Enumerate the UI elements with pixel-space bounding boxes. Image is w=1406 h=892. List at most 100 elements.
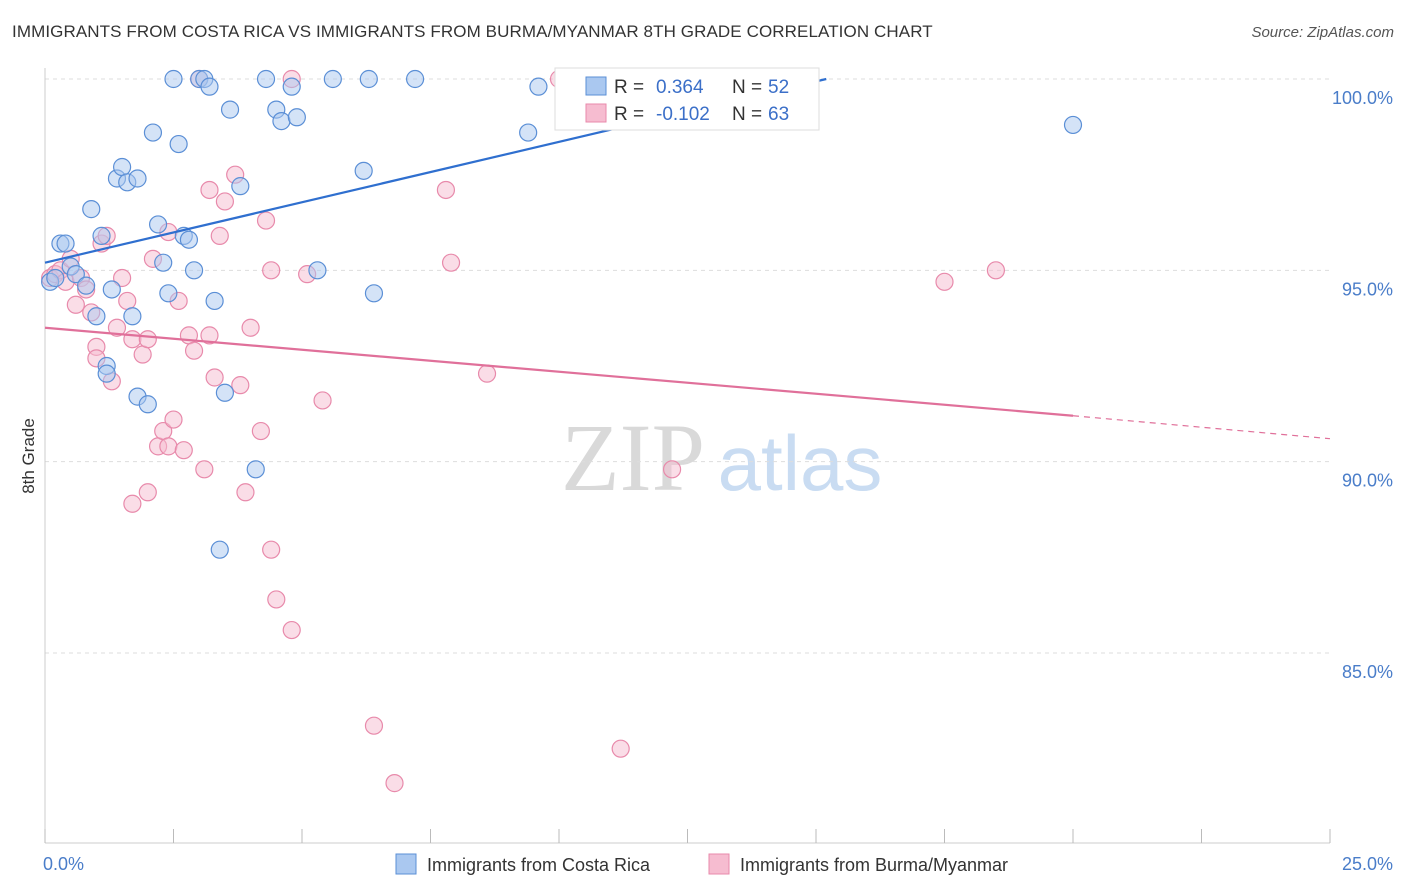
axes [44,68,1331,844]
costa-rica-point-8 [87,307,106,326]
watermark-atlas: atlas [718,419,883,507]
bottom-legend-swatch-pink [708,853,730,875]
burma-point-18 [123,494,142,513]
costa-rica-point-45 [354,161,373,180]
costa-rica-point-38 [256,69,276,89]
costa-rica-point-32 [205,291,224,311]
burma-point-37 [210,226,229,245]
y-tick-label-85: 85.0% [1342,662,1393,682]
costa-rica-point-31 [200,77,219,96]
costa-rica-point-40 [272,111,291,131]
burma-point-14 [107,318,127,337]
burma-point-29 [174,441,193,460]
x-tick-label-25: 25.0% [1342,854,1393,874]
legend-r-label-pink: R = [614,104,644,125]
burma-point-61 [935,272,954,291]
costa-rica-point-7 [82,200,101,219]
costa-rica-point-20 [143,123,163,142]
costa-rica-point-34 [215,383,234,402]
trend-line-burma [44,326,1074,417]
burma-point-56 [477,364,497,383]
burma-point-47 [267,590,286,609]
burma-point-48 [282,620,301,640]
correlation-legend: R = 0.364 N = 52 R = -0.102 N = 63 [554,67,820,131]
x-tick-labels: 0.0% 25.0% [43,854,1393,874]
burma-point-41 [236,483,255,502]
costa-rica-point-48 [405,69,425,89]
bottom-legend-label-blue: Immigrants from Costa Rica [427,855,651,875]
costa-rica-point-9 [92,226,111,245]
y-tick-label-100: 100.0% [1332,88,1393,108]
burma-point-45 [262,540,281,559]
costa-rica-point-12 [102,280,121,299]
burma-point-53 [385,774,404,793]
burma-point-20 [138,330,157,349]
costa-rica-point-11 [97,364,116,383]
burma-point-15 [112,268,132,288]
burma-point-36 [205,368,224,387]
costa-rica-point-17 [128,169,147,188]
burma-point-40 [231,376,250,395]
legend-n-value-pink: 63 [768,104,789,125]
y-axis-title: 8th Grade [19,418,38,494]
costa-rica-point-47 [364,284,384,303]
y-tick-label-90: 90.0% [1342,471,1393,491]
costa-rica-point-51 [1063,115,1083,135]
costa-rica-point-27 [179,230,199,249]
burma-point-31 [184,341,204,360]
burma-point-54 [436,180,456,200]
costa-rica-point-14 [112,157,132,177]
costa-rica-point-1 [46,268,65,288]
burma-point-33 [195,460,214,479]
burma-point-62 [986,261,1006,280]
costa-rica-point-5 [66,265,85,284]
chart-title: IMMIGRANTS FROM COSTA RICA VS IMMIGRANTS… [12,22,933,41]
burma-point-17 [123,330,142,349]
costa-rica-point-6 [77,276,96,295]
costa-rica-point-16 [123,307,142,326]
burma-point-19 [133,345,152,364]
legend-r-value-blue: 0.364 [656,77,704,98]
costa-rica-point-35 [220,100,240,119]
burma-point-46 [262,261,281,280]
burma-point-35 [200,180,219,200]
legend-n-value-blue: 52 [768,77,789,98]
burma-point-16 [118,291,137,311]
y-tick-labels: 85.0% 90.0% 95.0% 100.0% [1332,88,1393,682]
series-burma-points [41,69,1006,793]
legend-r-label-blue: R = [614,77,644,98]
costa-rica-point-44 [323,69,342,89]
burma-point-25 [159,437,178,456]
legend-n-label-blue: N = [732,77,762,98]
legend-n-label-pink: N = [732,104,762,125]
burma-point-59 [662,460,682,479]
legend-swatch-pink [585,103,607,123]
burma-point-21 [138,483,157,502]
burma-point-58 [611,739,630,758]
costa-rica-point-24 [164,69,183,89]
bottom-legend-label-pink: Immigrants from Burma/Myanmar [740,855,1008,875]
burma-point-43 [251,421,270,441]
series-costa-rica-points [41,69,1083,559]
legend-swatch-blue [585,76,607,96]
bottom-legend-swatch-blue [395,853,417,875]
legend-r-value-pink: -0.102 [656,104,710,125]
source-label: Source: ZipAtlas.com [1251,24,1394,41]
costa-rica-point-50 [529,77,548,96]
burma-point-38 [215,192,234,211]
burma-point-5 [66,295,85,314]
costa-rica-point-46 [359,69,378,89]
burma-point-42 [241,318,260,337]
costa-rica-point-36 [231,177,250,196]
burma-point-44 [256,211,276,230]
burma-point-55 [441,253,461,272]
trend-line-burma-extension [1072,415,1331,440]
burma-point-52 [364,716,384,735]
costa-rica-point-41 [282,77,301,96]
costa-rica-point-49 [519,123,538,142]
costa-rica-point-23 [159,284,178,303]
costa-rica-point-19 [138,395,157,414]
costa-rica-point-22 [154,253,173,272]
costa-rica-point-25 [169,134,188,154]
